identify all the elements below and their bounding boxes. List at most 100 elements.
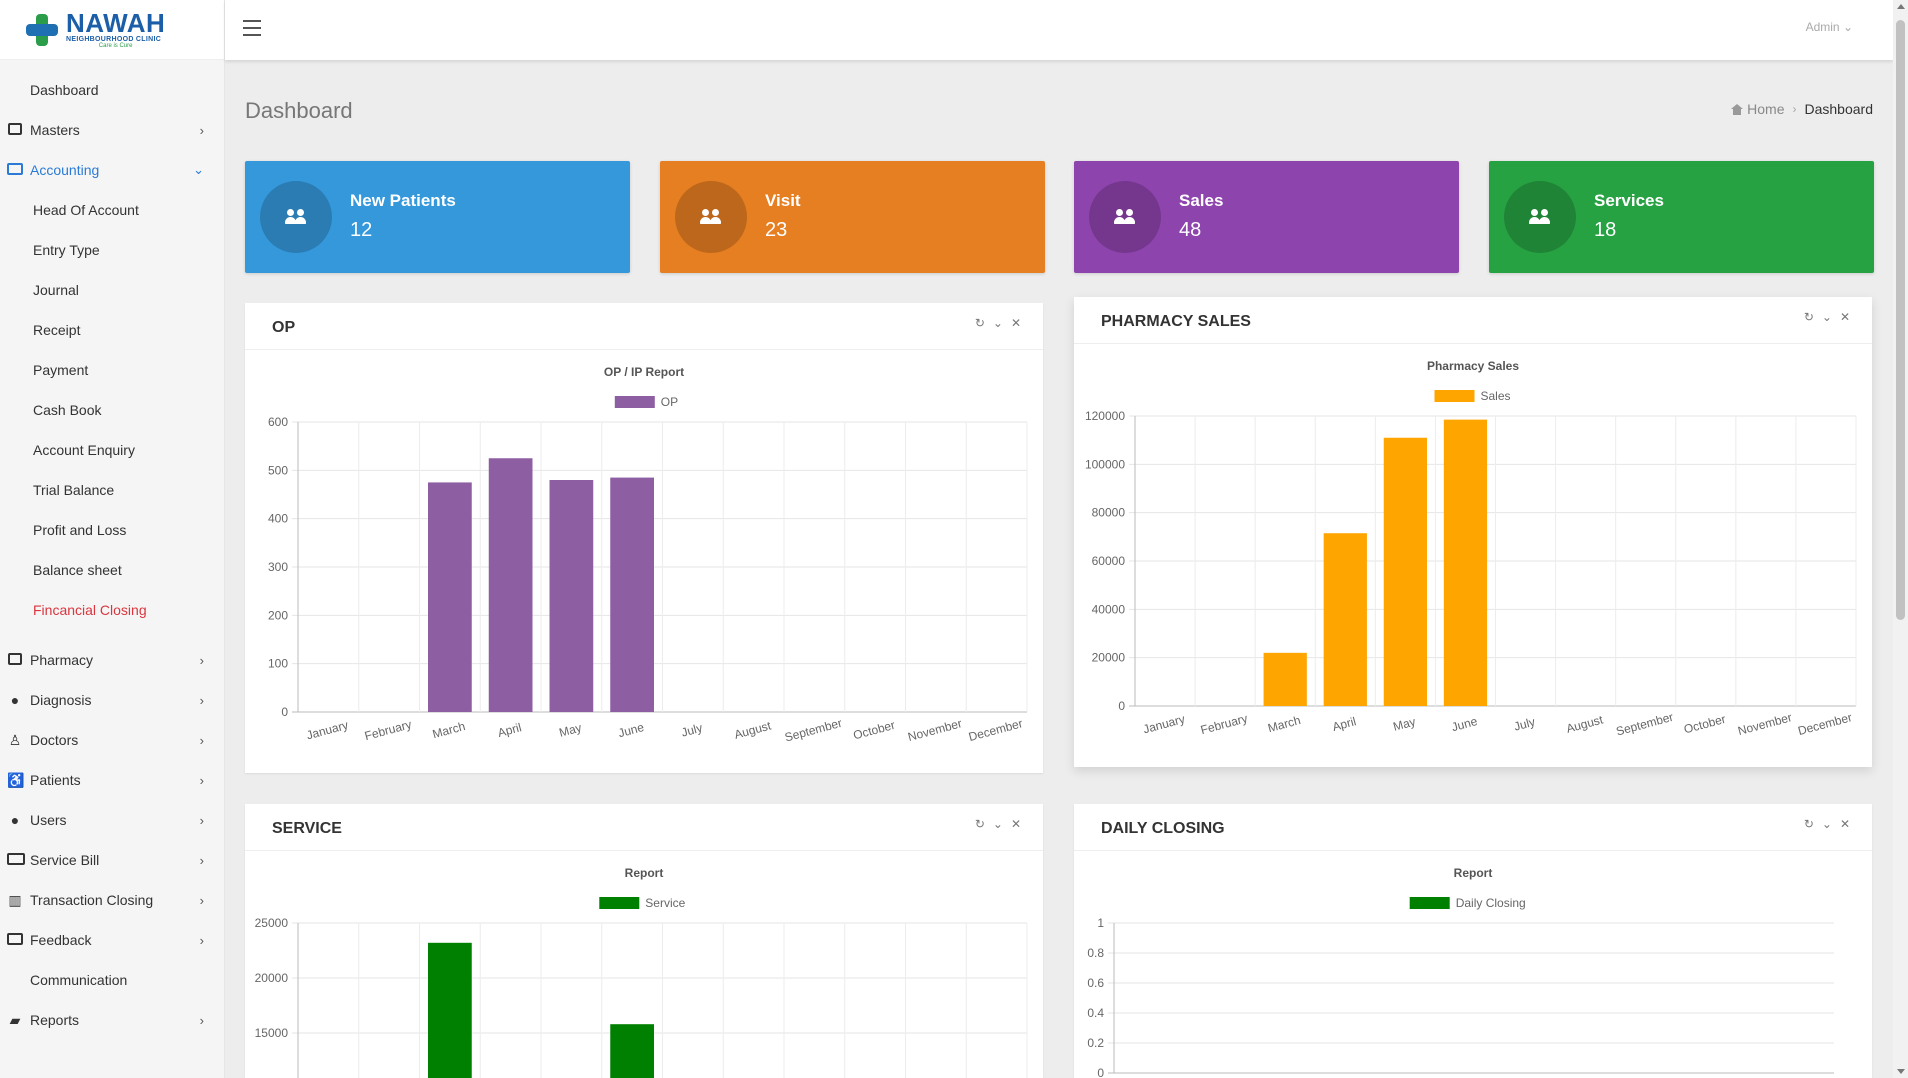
- x-tick-label: May: [558, 720, 584, 739]
- sidebar-item-doctors[interactable]: ♙ Doctors ›: [0, 720, 224, 760]
- y-tick-label: 0: [281, 705, 288, 719]
- sidebar-item-communication[interactable]: Communication: [0, 960, 224, 1000]
- sidebar-item-label: Doctors: [30, 732, 79, 748]
- panel-tools: ↻ ⌄ ✕: [975, 316, 1021, 330]
- sidebar-item-patients[interactable]: ♿ Patients ›: [0, 760, 224, 800]
- sidebar-item-users[interactable]: ● Users ›: [0, 800, 224, 840]
- sidebar-item-dashboard[interactable]: Dashboard: [0, 70, 224, 110]
- stat-card-new-patients[interactable]: New Patients 12: [245, 161, 630, 273]
- wheelchair-icon: ♿: [7, 772, 25, 788]
- bar-may[interactable]: [549, 480, 594, 712]
- panel-tools: ↻ ⌄ ✕: [975, 817, 1021, 831]
- x-tick-label: March: [1266, 713, 1302, 735]
- bar-april[interactable]: [1323, 533, 1367, 706]
- submenu-item-payment[interactable]: Payment: [33, 362, 89, 378]
- submenu-item-financial-closing[interactable]: Fincancial Closing: [33, 602, 147, 618]
- submenu-item-cash-book[interactable]: Cash Book: [33, 402, 102, 418]
- sidebar-item-accounting[interactable]: Accounting ⌄: [0, 150, 224, 190]
- sidebar-item-transaction-closing[interactable]: ▥ Transaction Closing ›: [0, 880, 224, 920]
- dashboard-icon: [7, 83, 23, 97]
- x-tick-label: December: [1796, 710, 1853, 738]
- bar-may[interactable]: [1383, 437, 1428, 706]
- chevron-right-icon: ›: [199, 1012, 204, 1028]
- user-name: Admin: [1805, 20, 1840, 34]
- x-tick-label: October: [852, 718, 897, 743]
- bar-june[interactable]: [610, 477, 654, 712]
- y-tick-label: 0: [1118, 699, 1125, 713]
- x-tick-label: June: [1450, 714, 1479, 734]
- stat-card-services[interactable]: Services 18: [1489, 161, 1874, 273]
- bar-march[interactable]: [1263, 652, 1307, 706]
- y-tick-label: 0.4: [1087, 1006, 1104, 1020]
- chevron-right-icon: ›: [199, 932, 204, 948]
- bar-march[interactable]: [428, 482, 472, 712]
- submenu-item-profit-and-loss[interactable]: Profit and Loss: [33, 522, 127, 538]
- bar-march[interactable]: [428, 942, 472, 1078]
- chevron-right-icon: ›: [199, 892, 204, 908]
- close-icon[interactable]: ✕: [1839, 817, 1850, 831]
- stat-card-sales[interactable]: Sales 48: [1074, 161, 1459, 273]
- daily-closing-chart: Report Daily Closing 0 0.2 0.4 0.6 0.8 1: [1087, 866, 1834, 1078]
- submenu-item-trial-balance[interactable]: Trial Balance: [33, 482, 115, 498]
- close-icon[interactable]: ✕: [1010, 817, 1021, 831]
- x-tick-label: August: [733, 718, 773, 741]
- sidebar-item-service-bill[interactable]: Service Bill ›: [0, 840, 224, 880]
- refresh-icon[interactable]: ↻: [1803, 817, 1814, 831]
- logo[interactable]: NAWAH NEIGHBOURHOOD CLINIC Care is Cure: [0, 0, 224, 60]
- sidebar-item-pharmacy[interactable]: Pharmacy ›: [0, 640, 224, 680]
- submenu-item-head-of-account[interactable]: Head Of Account: [33, 202, 139, 218]
- stat-label: New Patients: [350, 191, 456, 210]
- scroll-up-icon[interactable]: [1897, 4, 1905, 9]
- x-tick-label: July: [680, 721, 704, 740]
- sidebar-item-feedback[interactable]: Feedback ›: [0, 920, 224, 960]
- submenu-item-account-enquiry[interactable]: Account Enquiry: [33, 442, 135, 458]
- collapse-icon[interactable]: ⌄: [1821, 817, 1832, 831]
- panel-service: SERVICE ↻ ⌄ ✕ Report Service 15000 20000 250…: [245, 804, 1043, 1078]
- y-tick-label: 0.6: [1087, 976, 1104, 990]
- x-tick-label: November: [906, 716, 963, 744]
- sidebar-item-label: Service Bill: [30, 852, 100, 868]
- stat-label: Visit: [765, 191, 801, 210]
- y-tick-label: 0: [1097, 1066, 1104, 1078]
- close-icon[interactable]: ✕: [1010, 316, 1021, 330]
- collapse-icon[interactable]: ⌄: [992, 817, 1003, 831]
- page-scrollbar[interactable]: [1893, 0, 1908, 1078]
- user-menu[interactable]: Admin ⌄: [1806, 20, 1853, 34]
- breadcrumb-home[interactable]: Home: [1731, 101, 1785, 117]
- collapse-icon[interactable]: ⌄: [992, 316, 1003, 330]
- chevron-right-icon: ›: [1792, 102, 1797, 116]
- refresh-icon[interactable]: ↻: [974, 817, 985, 831]
- panel-header: DAILY CLOSING ↻ ⌄ ✕: [1074, 804, 1872, 851]
- pharmacy-sales-chart: Pharmacy Sales Sales 0 20000 40000 60000 80000…: [1085, 359, 1857, 738]
- accounting-submenu: Head Of Account Entry Type Journal Recei…: [0, 190, 224, 640]
- bank-icon: ▥: [8, 892, 22, 908]
- legend-swatch: [1409, 897, 1450, 909]
- submenu-item-entry-type[interactable]: Entry Type: [33, 242, 100, 258]
- submenu-item-journal[interactable]: Journal: [33, 282, 79, 298]
- x-tick-label: July: [1512, 715, 1536, 734]
- stat-value: 23: [765, 219, 788, 241]
- legend-label: Service: [645, 896, 685, 910]
- sidebar-item-label: Users: [30, 812, 67, 828]
- scroll-down-icon[interactable]: [1897, 1069, 1905, 1074]
- refresh-icon[interactable]: ↻: [1803, 310, 1814, 324]
- legend-label: Sales: [1481, 389, 1511, 403]
- bar-june[interactable]: [610, 1024, 654, 1078]
- y-tick-label: 0.8: [1087, 946, 1104, 960]
- sidebar-item-masters[interactable]: Masters ›: [0, 110, 224, 150]
- collapse-icon[interactable]: ⌄: [1821, 310, 1832, 324]
- refresh-icon[interactable]: ↻: [974, 316, 985, 330]
- chevron-right-icon: ›: [199, 812, 204, 828]
- y-tick-label: 300: [268, 560, 288, 574]
- scrollbar-thumb[interactable]: [1896, 20, 1905, 620]
- sidebar-item-diagnosis[interactable]: ● Diagnosis ›: [0, 680, 224, 720]
- close-icon[interactable]: ✕: [1839, 310, 1850, 324]
- sidebar-nav-secondary: Pharmacy › ● Diagnosis › ♙ Doctors › ♿ P…: [0, 640, 224, 1040]
- bar-april[interactable]: [488, 458, 533, 712]
- submenu-item-receipt[interactable]: Receipt: [33, 322, 81, 338]
- stat-card-visit[interactable]: Visit 23: [660, 161, 1045, 273]
- submenu-item-balance-sheet[interactable]: Balance sheet: [33, 562, 122, 578]
- bar-june[interactable]: [1443, 419, 1488, 706]
- hamburger-menu-icon[interactable]: [243, 20, 261, 36]
- sidebar-item-reports[interactable]: ▰ Reports ›: [0, 1000, 224, 1040]
